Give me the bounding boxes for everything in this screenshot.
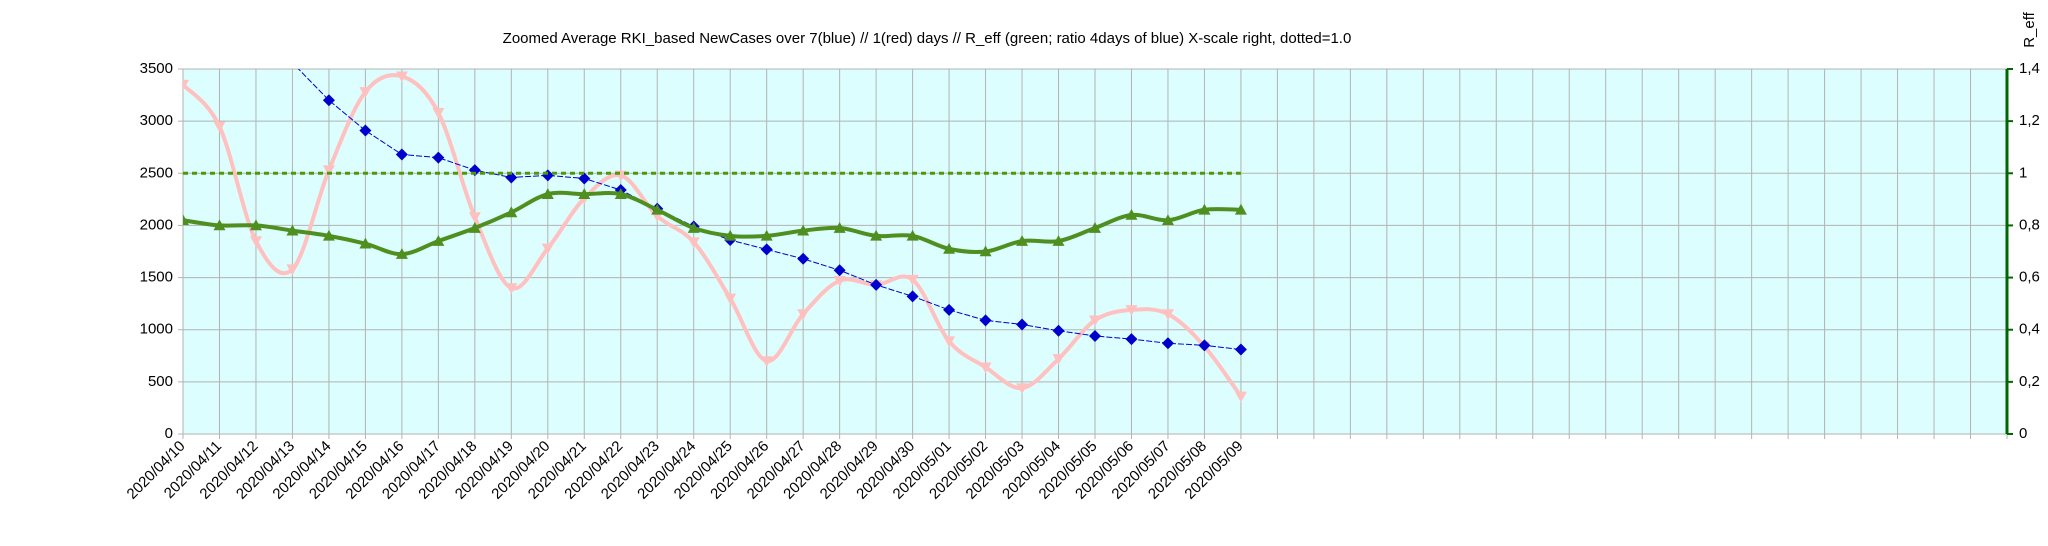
data-point <box>760 243 773 256</box>
data-point <box>943 303 956 316</box>
data-point <box>1052 235 1065 246</box>
data-point <box>505 283 518 294</box>
plot-area <box>183 0 1247 403</box>
data-point <box>906 274 919 286</box>
y-tick-label: 1000 <box>140 321 173 338</box>
data-point <box>541 188 554 199</box>
data-point <box>906 229 919 241</box>
data-point <box>687 237 700 249</box>
y2-tick-label: 0,2 <box>2019 373 2040 390</box>
data-point <box>687 222 700 233</box>
data-point <box>250 27 262 39</box>
data-point <box>614 188 627 199</box>
data-point <box>724 293 737 305</box>
data-point <box>943 336 956 348</box>
data-point <box>286 224 299 236</box>
data-point <box>286 57 298 69</box>
data-point <box>979 314 992 327</box>
data-point <box>797 252 810 265</box>
data-point <box>359 237 372 249</box>
data-point <box>1089 315 1101 327</box>
data-point <box>213 0 225 2</box>
y-tick-label: 0 <box>165 425 173 442</box>
data-point <box>183 79 189 91</box>
data-point <box>395 148 408 161</box>
data-point <box>213 219 226 231</box>
data-point <box>979 245 992 257</box>
y2-tick-label: 0,4 <box>2019 321 2040 338</box>
series-line <box>297 69 1241 351</box>
data-point <box>1089 222 1101 233</box>
y-tick-label: 1500 <box>140 269 173 286</box>
data-point <box>468 212 481 224</box>
data-point <box>833 275 846 287</box>
data-point <box>541 243 554 255</box>
data-point <box>322 229 335 241</box>
y2-tick-label: 1,4 <box>2019 60 2040 77</box>
data-point <box>359 124 372 137</box>
data-point <box>359 87 372 98</box>
data-point <box>1052 324 1065 337</box>
data-point <box>833 222 846 233</box>
data-point <box>979 362 992 374</box>
data-point <box>578 172 591 185</box>
data-point <box>322 165 335 177</box>
data-point <box>1198 203 1211 215</box>
data-point <box>1161 214 1174 226</box>
data-point <box>432 235 445 246</box>
data-point <box>249 236 262 248</box>
y-tick-label: 2000 <box>140 216 173 233</box>
data-point <box>432 151 445 164</box>
y2-tick-label: 0,6 <box>2019 269 2040 286</box>
chart-title: Zoomed Average RKI_based NewCases over 7… <box>503 30 1352 47</box>
data-point <box>395 71 408 83</box>
data-point <box>1089 329 1101 342</box>
data-point <box>468 222 481 233</box>
data-point <box>1125 333 1138 346</box>
data-point <box>1016 318 1029 331</box>
data-point <box>1234 391 1247 403</box>
data-point <box>1125 209 1138 220</box>
data-point <box>724 229 737 241</box>
data-point <box>943 242 956 254</box>
data-point <box>870 229 883 241</box>
data-point <box>906 290 919 303</box>
y-tick-label: 3500 <box>140 60 173 77</box>
data-point <box>578 188 591 199</box>
data-point <box>760 356 773 367</box>
data-point <box>432 108 445 119</box>
y2-tick-label: 0 <box>2019 425 2027 442</box>
data-point <box>797 309 810 321</box>
data-point <box>249 219 262 231</box>
data-point <box>1161 309 1174 321</box>
y-tick-label: 3000 <box>140 112 173 129</box>
data-point <box>1234 343 1247 356</box>
y-tick-label: 2500 <box>140 164 173 181</box>
y-tick-label: 500 <box>148 373 173 390</box>
data-point <box>1161 337 1174 350</box>
data-point <box>760 229 773 241</box>
y2-tick-label: 1 <box>2019 164 2027 181</box>
data-point <box>797 224 810 236</box>
data-point <box>1052 354 1065 365</box>
data-point <box>183 214 189 226</box>
data-point <box>286 264 299 276</box>
data-point <box>1016 383 1029 395</box>
y2-tick-label: 1,2 <box>2019 112 2040 129</box>
data-point <box>1198 339 1211 352</box>
data-point <box>833 264 846 277</box>
data-point <box>213 121 226 133</box>
y2-axis-title: R_eff <box>2021 11 2038 47</box>
y2-tick-label: 0,8 <box>2019 216 2040 233</box>
data-point <box>651 203 664 215</box>
data-point <box>870 278 883 291</box>
data-point <box>395 248 408 259</box>
series-line <box>183 190 1241 257</box>
data-point <box>322 94 335 107</box>
data-point <box>1125 305 1138 316</box>
data-point <box>1016 235 1029 246</box>
data-point <box>1234 203 1247 215</box>
data-point <box>505 206 518 218</box>
